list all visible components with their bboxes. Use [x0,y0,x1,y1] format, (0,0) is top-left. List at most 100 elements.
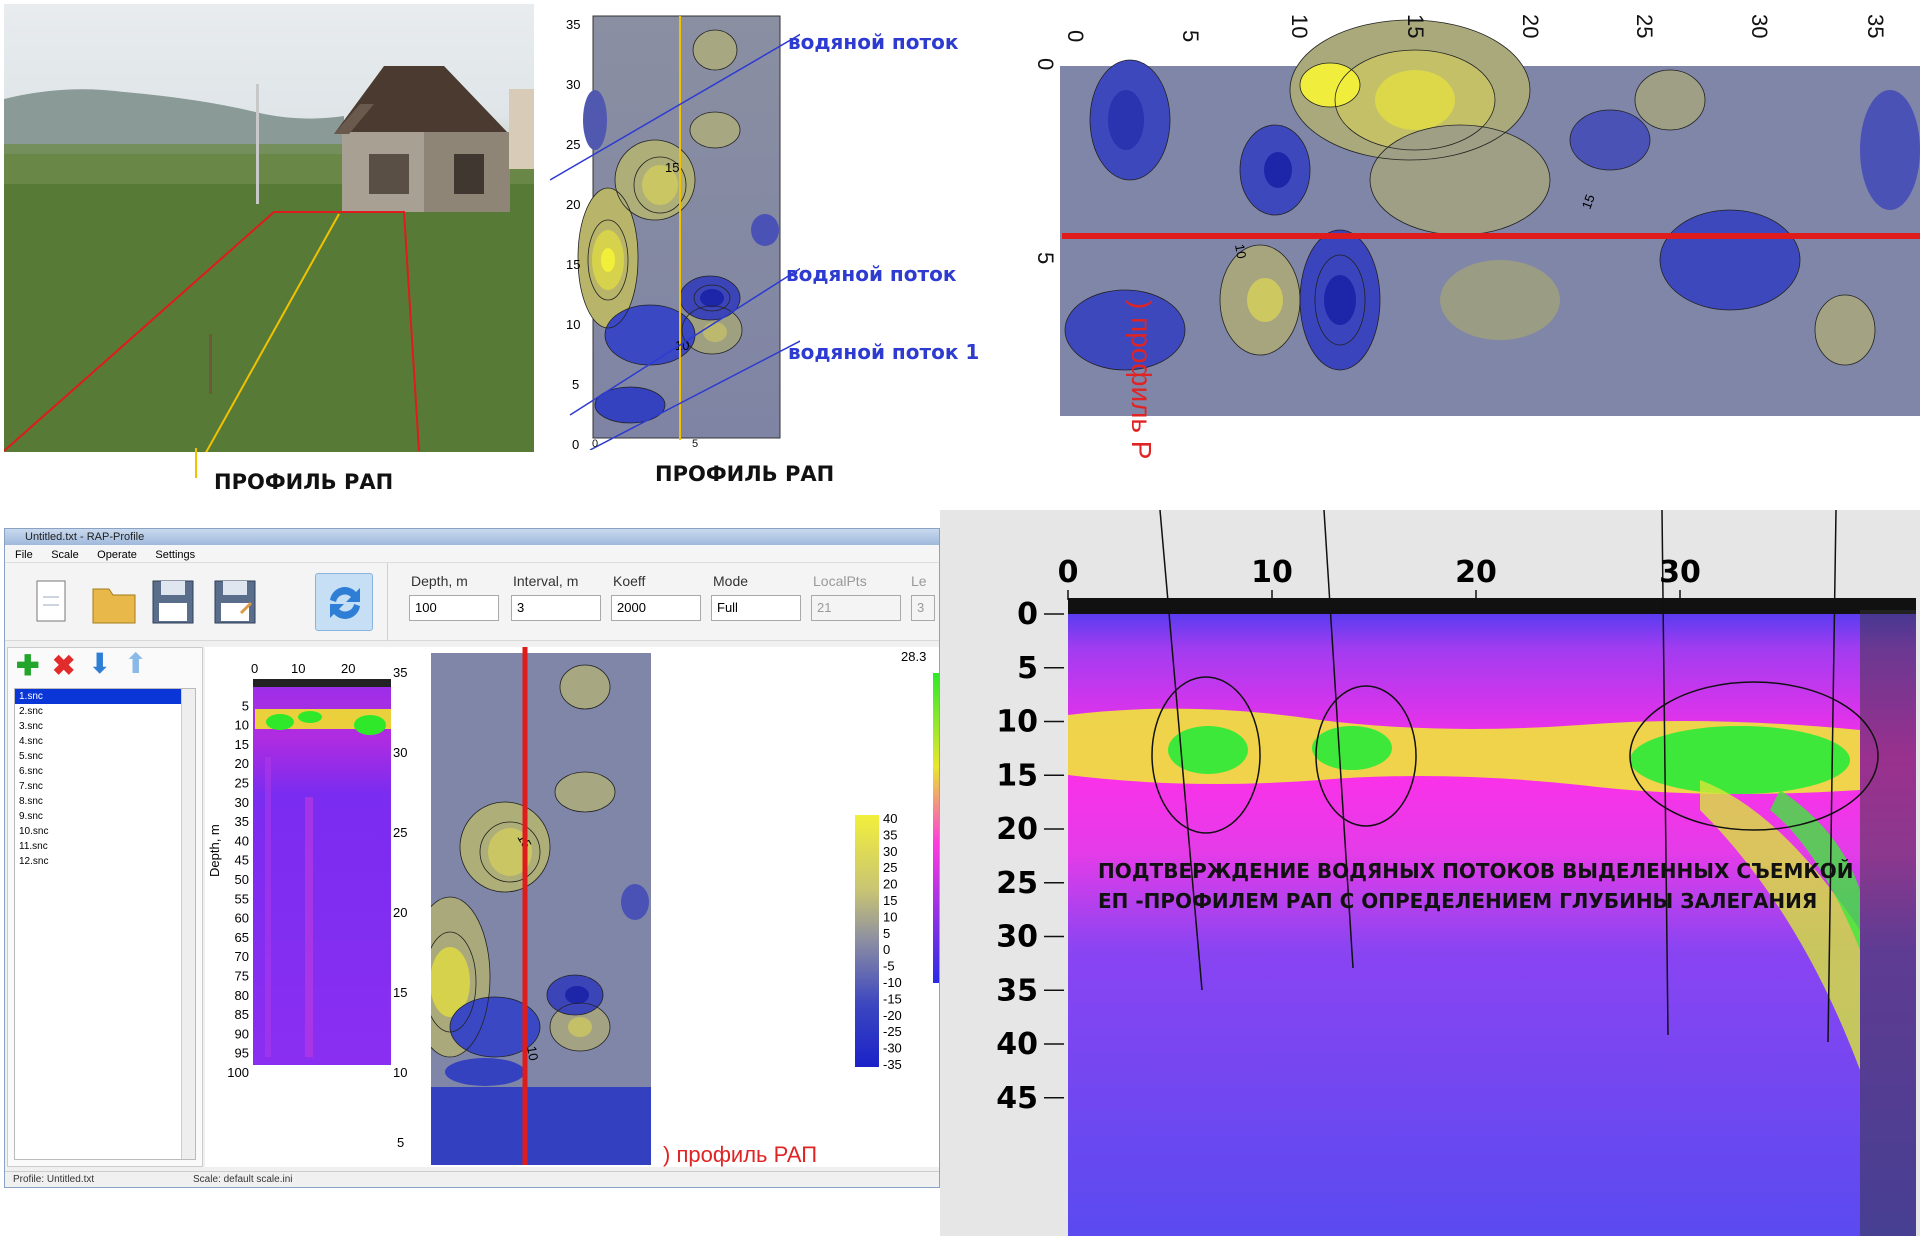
top-x-tick: 20 [1518,14,1543,38]
colorbar-max: 28.3 [901,649,926,664]
save-button[interactable] [147,575,199,629]
top-x-tick: 5 [1178,30,1203,42]
list-item[interactable]: 1.snc [15,689,183,704]
menu-file[interactable]: File [15,549,33,561]
menu-scale[interactable]: Scale [51,549,79,561]
section-y-tick: 5 [242,698,249,713]
small-x-tick: 0 [592,438,599,450]
menu-operate[interactable]: Operate [97,549,137,561]
section-y-tick: 80 [235,988,249,1003]
legend-tick: -20 [883,1008,902,1023]
top-right-contour-map: 15 10 0 5 10 15 20 25 30 35 0 5 ) профил… [1030,0,1920,510]
list-item[interactable]: 2.snc [19,706,43,717]
big-y-tick: 25 [996,866,1038,901]
field-photo [4,4,534,452]
top-x-tick: 10 [1287,14,1312,38]
small-contour-map: 15 10 35 30 25 20 15 10 5 0 0 5 [549,10,861,452]
section-y-tick: 60 [235,911,249,926]
water-flow-ellipse-3 [1629,681,1879,831]
colorbar [933,673,939,983]
move-down-icon[interactable]: ⬇ [88,648,112,679]
mode-label: Mode [713,573,749,589]
list-item[interactable]: 5.snc [19,751,43,762]
big-x-tick: 0 [1058,555,1079,590]
add-icon[interactable]: ✚ [16,650,40,681]
status-profile: Profile: Untitled.txt [13,1174,95,1185]
top-y-tick: 5 [1033,252,1058,264]
interval-field[interactable]: 3 [511,595,601,621]
list-item[interactable]: 10.snc [19,826,49,837]
top-x-tick: 25 [1632,14,1657,38]
list-scrollbar[interactable] [181,689,195,1159]
big-section-image [1068,598,1916,1236]
water-flow-ellipse-2 [1315,685,1417,827]
legend-tick: -35 [883,1057,902,1072]
list-item[interactable]: 3.snc [19,721,43,732]
status-bar: Profile: Untitled.txt Scale: default sca… [5,1171,939,1187]
big-y-tick: 10 [996,705,1038,740]
big-y-tick: 5 [1017,651,1038,686]
open-folder-button[interactable] [87,575,139,629]
section-x-tick: 0 [251,661,258,676]
menu-settings[interactable]: Settings [155,549,196,561]
localpts-field[interactable]: 21 [811,595,901,621]
contour-legend [855,815,879,1067]
correlation-line-4 [1827,509,1837,1043]
list-item[interactable]: 6.snc [19,766,43,777]
house [334,66,510,212]
small-y-tick: 15 [566,257,580,272]
section-y-tick: 75 [235,969,249,984]
correlation-line-3 [1661,509,1669,1036]
legend-tick: -5 [883,959,895,974]
section-image [253,679,393,1065]
section-x-tick: 10 [291,661,305,676]
legend-tick: 40 [883,811,897,826]
top-contour-label-15: 15 [1579,192,1598,211]
list-item[interactable]: 7.snc [19,781,43,792]
section-y-tick: 40 [235,833,249,848]
list-item[interactable]: 4.snc [19,736,43,747]
small-contour-label-15: 15 [665,160,679,175]
small-y-tick: 35 [566,17,580,32]
list-item[interactable]: 9.snc [19,811,43,822]
big-x-tick: 20 [1455,555,1497,590]
power-pole [256,84,259,204]
top-x-tick: 30 [1747,14,1772,38]
correlation-line-2 [1323,509,1354,969]
inset-y-tick: 35 [393,665,407,680]
koeff-field[interactable]: 2000 [611,595,701,621]
legend-tick: 0 [883,942,890,957]
window-title: Untitled.txt - RAP-Profile [5,529,939,545]
depth-axis-label: Depth, m [207,824,222,877]
small-y-tick: 5 [572,377,579,392]
section-y-tick: 20 [235,756,249,771]
inset-y-tick: 25 [393,825,407,840]
save-as-button[interactable] [209,575,261,629]
localpts-label: LocalPts [813,573,867,589]
section-y-tick: 95 [235,1046,249,1061]
delete-icon[interactable]: ✖ [52,650,76,681]
new-file-button[interactable] [25,575,77,629]
list-item[interactable]: 8.snc [19,796,43,807]
top-x-tick: 15 [1403,14,1428,38]
file-list: 1.snc 2.snc 3.snc 4.snc 5.snc 6.snc 7.sn… [14,688,196,1160]
inset-y-tick: 10 [393,1065,407,1080]
list-item[interactable]: 11.snc [19,841,48,852]
inset-profile-label: ) профиль РАП [663,1142,817,1167]
depth-field[interactable]: 100 [409,595,499,621]
list-item[interactable]: 12.snc [19,856,49,867]
legend-tick: 20 [883,877,897,892]
small-map-caption: ПРОФИЛЬ РАП [655,462,835,486]
big-x-tick: 30 [1659,555,1701,590]
section-y-tick: 35 [235,814,249,829]
section-y-axis: 5 10 15 20 25 30 35 40 45 50 55 60 65 70 75 80 85 90 95 100 [227,698,249,1080]
flow-label-2: водяной поток [786,262,957,286]
mode-select[interactable]: Full [711,595,801,621]
move-up-icon[interactable]: ⬆ [124,648,148,679]
koeff-label: Koeff [613,573,646,589]
section-y-tick: 15 [235,737,249,752]
big-y-tick: 45 [996,1081,1038,1116]
refresh-button[interactable] [315,573,373,631]
legend-tick: 5 [883,926,890,941]
le-field[interactable]: 3 [911,595,935,621]
